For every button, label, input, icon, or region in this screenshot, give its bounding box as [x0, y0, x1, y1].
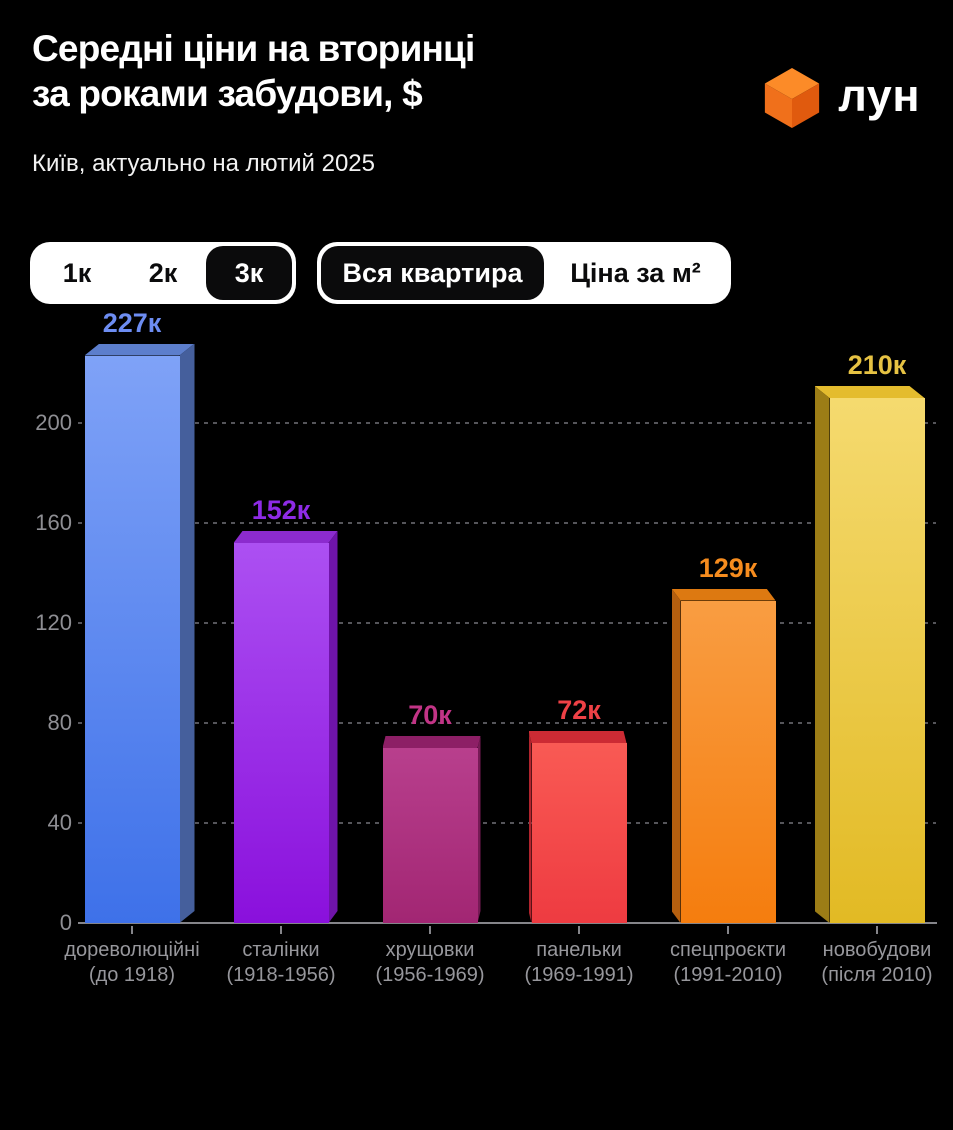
x-axis-tick	[578, 926, 580, 934]
filter-toggles: 1к 2к 3к Вся квартира Ціна за м²	[30, 242, 731, 304]
bar-top-face	[84, 343, 195, 356]
x-axis-tick	[876, 926, 878, 934]
bar-front-панельки	[531, 743, 627, 923]
page-title: Середні ціни на вторинці за роками забудо…	[32, 28, 475, 114]
bar-top-face	[382, 736, 481, 748]
bar-side-face	[477, 736, 481, 923]
logo-text: лун	[838, 70, 920, 121]
bar-front-спецпроєкти	[680, 600, 776, 923]
category-name: дореволюційні	[64, 939, 200, 961]
x-axis-tick	[280, 926, 282, 934]
bar-side-face	[179, 343, 195, 923]
x-axis-line	[78, 922, 937, 924]
bar-side-face	[528, 731, 532, 923]
y-axis-label-0: 0	[59, 910, 72, 935]
x-axis-category-label: дореволюційні (до 1918)	[47, 938, 217, 988]
bar-value-label: 210к	[847, 350, 907, 380]
mode-option-price-per-m2[interactable]: Ціна за м²	[570, 257, 701, 288]
bar-front-сталінки	[233, 543, 329, 923]
bar-value-label: 70к	[408, 700, 452, 730]
category-years: (до 1918)	[88, 964, 176, 986]
lun-logo: лун	[761, 66, 920, 130]
bar-front-новобудови	[829, 398, 925, 923]
x-axis-category-label: сталінки (1918-1956)	[196, 938, 366, 988]
x-axis-category-label: панельки (1969-1991)	[494, 938, 664, 988]
bar-top-face	[814, 386, 925, 398]
bar-side-face	[328, 531, 338, 923]
bar-side-face	[814, 386, 830, 923]
bar-top-face	[528, 731, 627, 743]
rooms-option-3k[interactable]: 3к	[206, 246, 292, 300]
gridline-120	[78, 622, 936, 624]
x-axis-category-label: новобудови (після 2010)	[792, 938, 953, 988]
category-name: панельки	[536, 939, 622, 961]
gridline-40	[78, 822, 936, 824]
category-years: (після 2010)	[821, 964, 933, 986]
chart-subtitle: Київ, актуально на лютий 2025	[32, 150, 375, 177]
lun-cube-icon	[765, 67, 820, 129]
rooms-toggle-group: 1к 2к 3к	[30, 242, 296, 304]
bar-value-label: 129к	[698, 552, 758, 583]
bar-side-face	[671, 588, 681, 923]
category-years: (1918-1956)	[226, 964, 336, 986]
category-name: спецпроєкти	[670, 939, 786, 961]
category-name: хрущовки	[385, 939, 475, 961]
y-axis-label-120: 120	[35, 610, 72, 635]
y-axis-label-80: 80	[47, 710, 72, 735]
bar-front-дореволюційні	[84, 355, 180, 923]
x-axis-tick	[727, 926, 729, 934]
bar-top-face	[671, 588, 776, 601]
rooms-option-2k[interactable]: 2к	[148, 257, 178, 288]
gridline-80	[78, 722, 936, 724]
y-axis-label-160: 160	[35, 510, 72, 535]
y-axis-label-40: 40	[47, 810, 72, 835]
bar-front-хрущовки	[382, 748, 478, 923]
mode-toggle-group: Вся квартира Ціна за м²	[317, 242, 731, 304]
category-name: новобудови	[822, 939, 932, 961]
category-years: (1956-1969)	[375, 964, 485, 986]
mode-option-whole-apartment[interactable]: Вся квартира	[321, 246, 544, 300]
gridline-160	[78, 522, 936, 524]
bar-top-face	[233, 531, 338, 543]
x-axis-tick	[131, 926, 133, 934]
gridline-200	[78, 422, 936, 424]
category-years: (1969-1991)	[524, 964, 634, 986]
rooms-option-1k[interactable]: 1к	[62, 257, 92, 288]
bar-value-label: 72к	[557, 695, 601, 725]
x-axis-tick	[429, 926, 431, 934]
category-years: (1991-2010)	[673, 964, 783, 986]
x-axis-category-label: спецпроєкти (1991-2010)	[643, 938, 813, 988]
bar-value-label: 227к	[102, 307, 162, 338]
category-name: сталінки	[242, 939, 320, 961]
bar-value-label: 152к	[251, 495, 311, 525]
y-axis-label-200: 200	[35, 410, 72, 435]
x-axis-category-label: хрущовки (1956-1969)	[345, 938, 515, 988]
